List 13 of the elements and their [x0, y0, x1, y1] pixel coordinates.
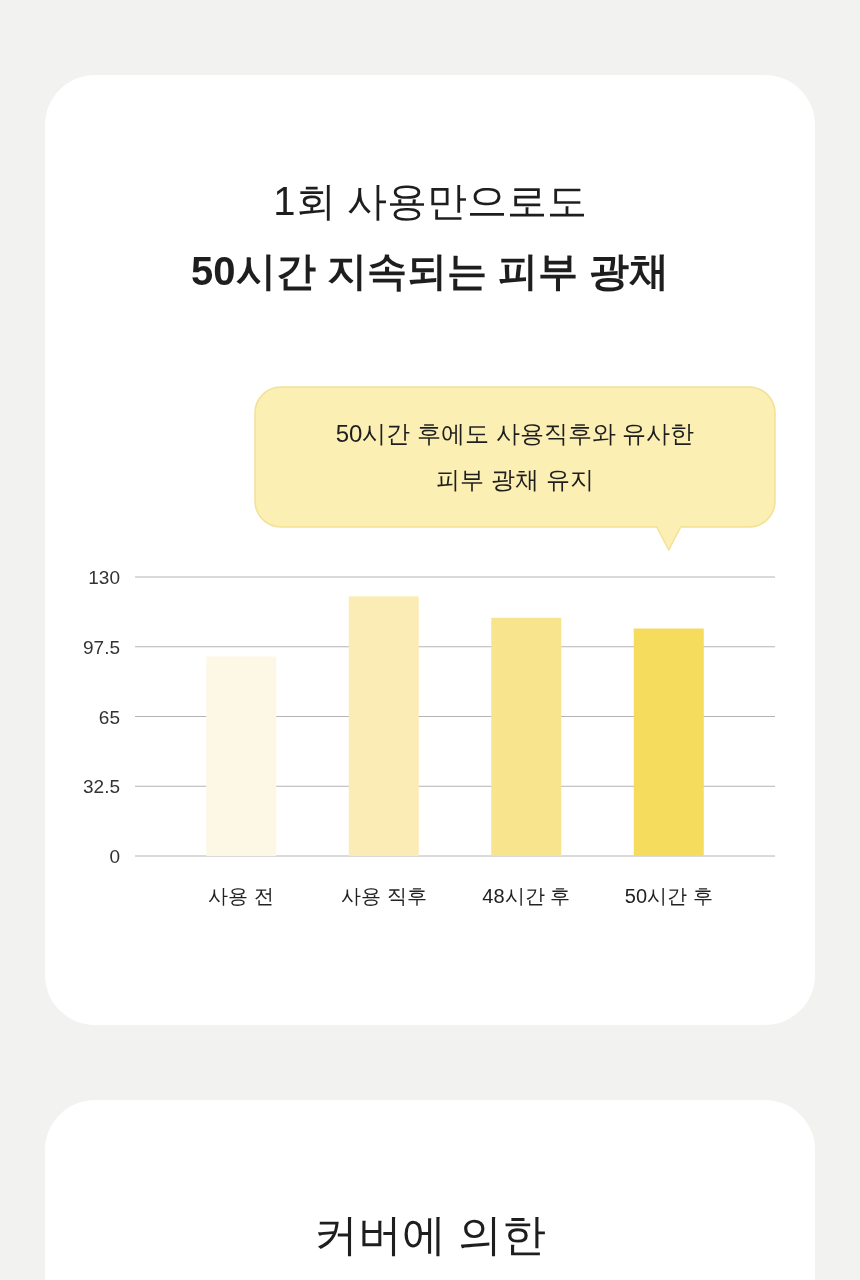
x-tick-label: 사용 전 — [208, 885, 275, 907]
x-tick-label: 48시간 후 — [482, 885, 571, 907]
text: 커버에 의한 — [313, 1210, 547, 1259]
x-tick-label: 50시간 후 — [624, 885, 713, 907]
y-tick-label: 130 — [88, 567, 120, 588]
chart-title: 1회 사용만으로도 — [273, 179, 587, 223]
y-tick-label: 32.5 — [83, 776, 120, 798]
text: 50시간 후에도 사용직후와 유사한 피부 광채 유지 — [335, 420, 695, 493]
y-tick-label: 0 — [109, 846, 120, 867]
y-tick-label: 97.5 — [83, 636, 120, 658]
chart-subtitle: 50시간 지속되는 피부 광채 — [191, 249, 669, 293]
x-tick-label: 사용 직후 — [340, 885, 427, 907]
y-tick-label: 65 — [98, 706, 120, 728]
